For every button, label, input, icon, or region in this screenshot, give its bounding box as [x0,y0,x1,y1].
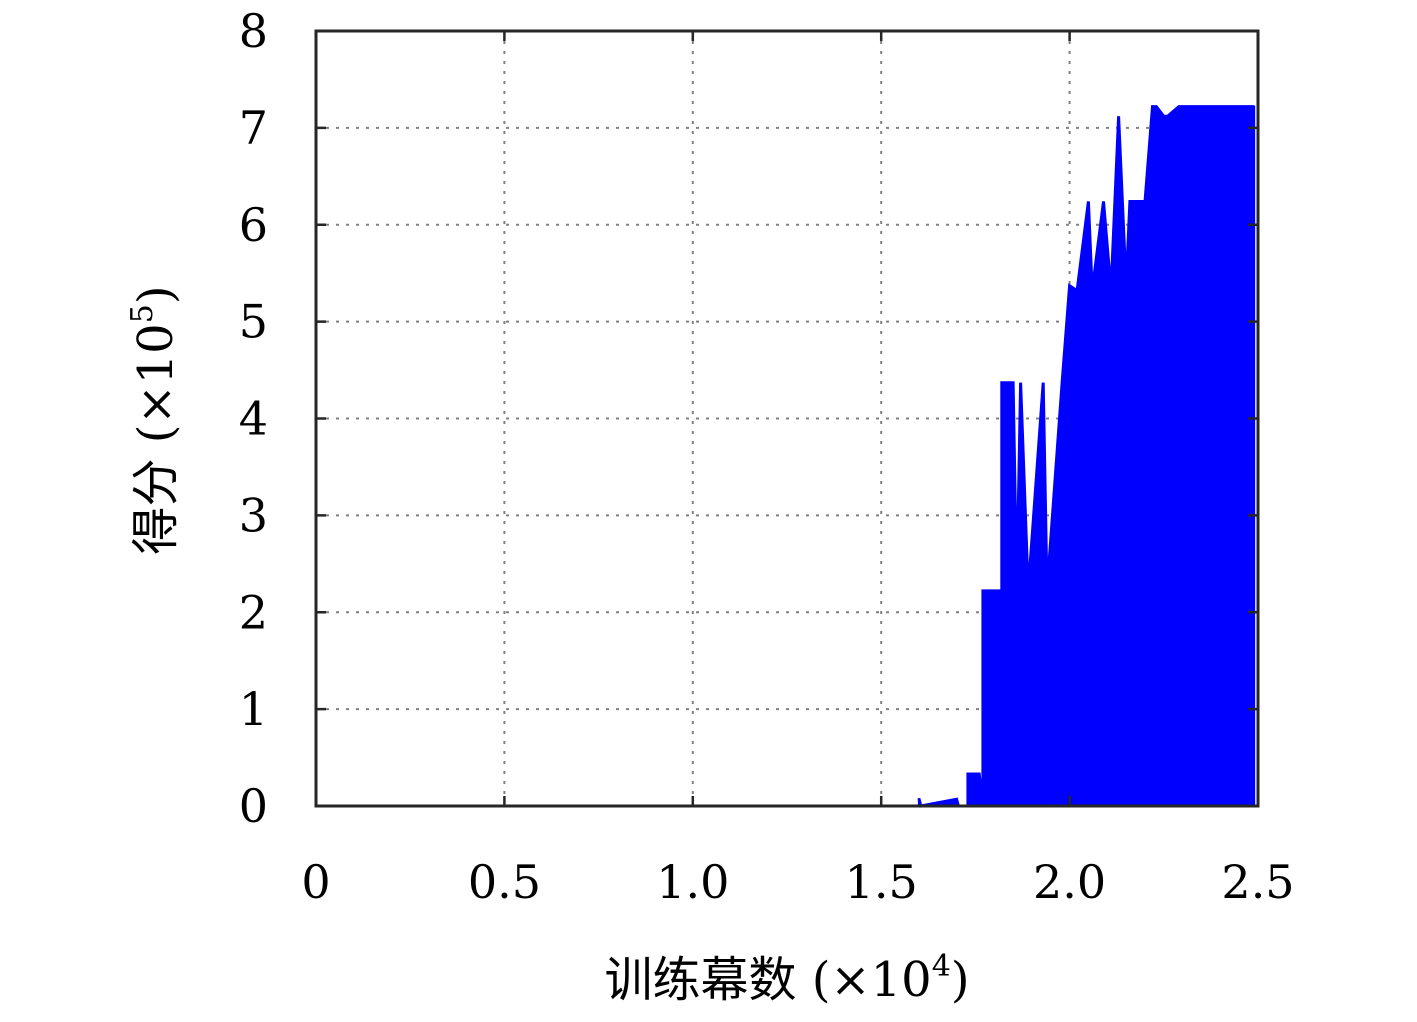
y-tick-label: 2 [239,585,268,639]
tick-labels: 0 0.5 1.0 1.5 2.0 2.5 0 1 2 3 4 5 6 7 8 [239,4,1295,909]
data-series [917,105,1256,808]
grid-lines [316,31,1258,806]
y-axis-label: 得分 (×105) [125,285,184,554]
x-tick-label: 1.5 [845,855,918,909]
x-tick-label: 2.0 [1033,855,1106,909]
x-tick-label: 0 [301,855,330,909]
y-tick-label: 4 [239,392,268,446]
y-tick-label: 8 [239,4,268,58]
x-tick-label: 2.5 [1221,855,1294,909]
y-tick-label: 0 [239,779,268,833]
y-tick-label: 7 [239,101,268,155]
tick-marks [314,29,1260,808]
y-tick-label: 5 [239,295,268,349]
y-tick-label: 6 [239,198,268,252]
y-tick-label: 1 [239,682,268,736]
x-tick-label: 0.5 [468,855,541,909]
y-tick-label: 3 [239,488,268,542]
x-axis-label: 训练幕数 (×104) [604,949,969,1008]
x-tick-label: 1.0 [656,855,729,909]
score-line [917,105,1255,808]
